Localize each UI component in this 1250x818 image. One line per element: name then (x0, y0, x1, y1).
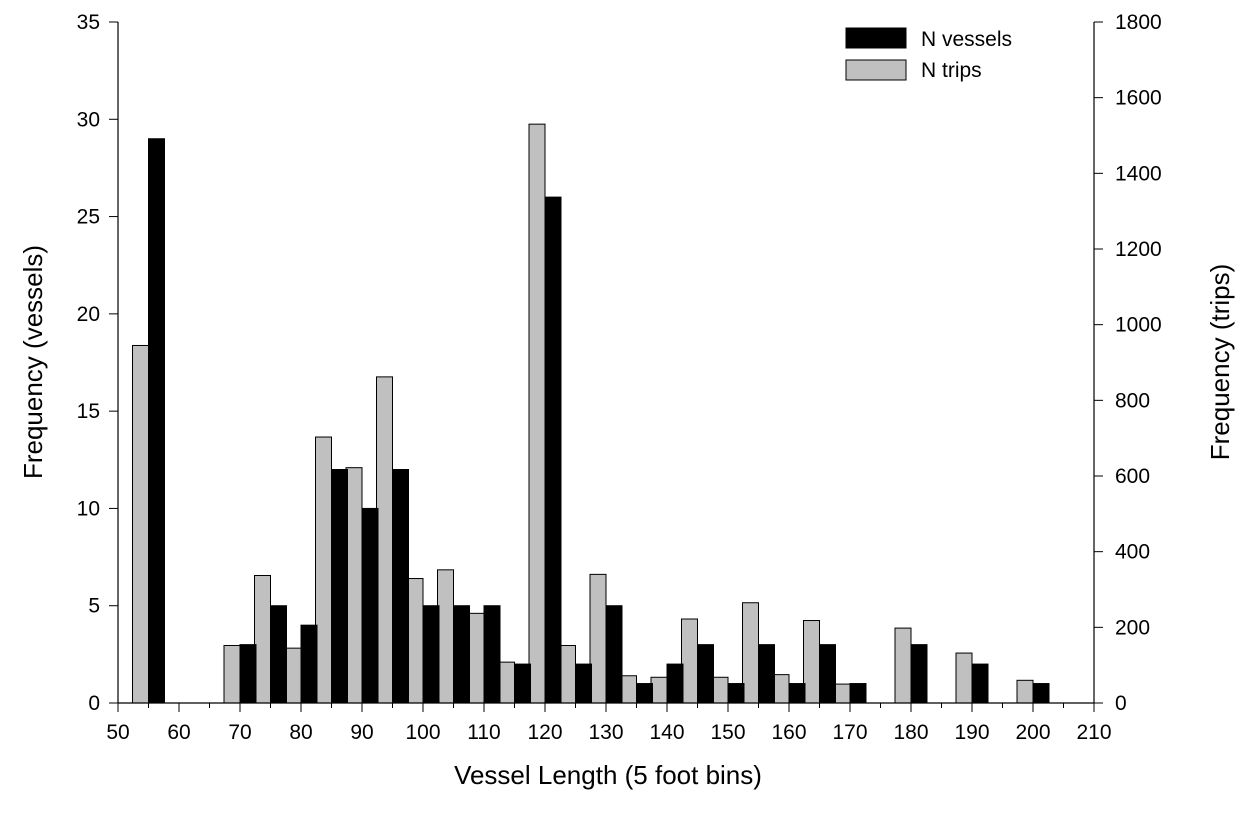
y-left-tick-label: 5 (88, 595, 100, 618)
bar-trips-90 (345, 467, 363, 704)
x-axis-title: Vessel Length (5 foot bins) (454, 760, 762, 790)
x-tick-label: 190 (954, 721, 989, 744)
x-tick-label: 160 (771, 721, 806, 744)
bar-trips-120 (528, 123, 546, 704)
y-left-tick-label: 0 (88, 692, 100, 715)
bar-trips-165 (803, 620, 820, 704)
bar-trips-200 (1016, 679, 1034, 704)
bar-vessels-125 (575, 663, 592, 704)
bar-vessels-145 (697, 644, 714, 704)
bar-trips-150 (711, 676, 729, 704)
x-tick-label: 180 (893, 721, 928, 744)
y-left-tick-label: 15 (77, 400, 100, 423)
bar-vessels-170 (849, 683, 867, 704)
bar-vessels-135 (636, 683, 653, 704)
bar-trips-140 (650, 676, 668, 704)
bar-trips-130 (589, 573, 607, 704)
y-axis-left-title: Frequency (vessels) (18, 245, 48, 479)
y-right-tick-label: 600 (1115, 465, 1150, 488)
x-tick-label: 80 (289, 721, 312, 744)
trips-bars (132, 123, 1034, 704)
bar-trips-110 (467, 612, 485, 704)
y-left-tick-label: 10 (77, 497, 100, 520)
y-left-tick-label: 35 (77, 11, 100, 34)
bar-vessels-75 (270, 605, 287, 704)
x-tick-label: 130 (588, 721, 623, 744)
bar-vessels-120 (544, 196, 562, 704)
bar-vessels-155 (758, 644, 775, 704)
legend-label-vessels: N vessels (921, 28, 1012, 51)
x-tick-label: 60 (167, 721, 190, 744)
bar-vessels-130 (605, 605, 623, 704)
bar-vessels-90 (361, 507, 379, 704)
bar-vessels-70 (239, 644, 257, 704)
y-right-tick-label: 1400 (1115, 162, 1162, 185)
y-axis-right-title: Frequency (trips) (1205, 264, 1235, 461)
bar-trips-155 (742, 602, 759, 704)
x-tick-label: 210 (1076, 721, 1111, 744)
bar-vessels-140 (666, 663, 684, 704)
x-tick-label: 50 (106, 721, 129, 744)
bar-vessels-80 (300, 624, 318, 704)
bar-trips-135 (620, 675, 637, 704)
legend-label-trips: N trips (921, 59, 982, 82)
y-right-tick-label: 1600 (1115, 87, 1162, 110)
bar-trips-170 (833, 683, 851, 704)
bar-trips-85 (315, 436, 332, 704)
y-right-tick-label: 800 (1115, 389, 1150, 412)
bar-vessels-190 (971, 663, 989, 704)
x-tick-label: 120 (527, 721, 562, 744)
bar-trips-70 (223, 644, 241, 704)
y-right-tick-label: 1000 (1115, 314, 1162, 337)
y-right-tick-label: 0 (1115, 692, 1127, 715)
x-tick-label: 170 (832, 721, 867, 744)
bar-vessels-95 (392, 469, 409, 704)
bar-vessels-200 (1032, 683, 1050, 704)
legend-swatch-trips (845, 59, 907, 81)
bar-trips-100 (406, 578, 424, 704)
bar-trips-75 (254, 575, 271, 704)
x-tick-label: 70 (228, 721, 251, 744)
bar-trips-115 (498, 661, 515, 704)
legend: N vessels N trips (845, 27, 1012, 82)
bar-trips-145 (681, 618, 698, 704)
y-left-tick-label: 25 (77, 206, 100, 229)
bar-vessels-105 (453, 605, 470, 704)
x-tick-label: 100 (405, 721, 440, 744)
bar-vessels-165 (819, 644, 836, 704)
bar-trips-125 (559, 644, 576, 704)
y-right-tick-label: 400 (1115, 541, 1150, 564)
axes (109, 21, 1103, 712)
y-left-tick-label: 20 (77, 303, 100, 326)
bar-trips-160 (772, 674, 790, 704)
x-tick-label: 140 (649, 721, 684, 744)
bar-vessels-180 (910, 644, 928, 704)
y-right-tick-label: 1200 (1115, 238, 1162, 261)
bar-trips-95 (376, 376, 393, 704)
y-right-tick-label: 200 (1115, 616, 1150, 639)
x-tick-label: 90 (350, 721, 373, 744)
bar-vessels-110 (483, 605, 501, 704)
bar-vessels-85 (331, 469, 348, 704)
bar-trips-55 (132, 344, 149, 704)
legend-swatch-vessels (845, 27, 907, 49)
bar-vessels-115 (514, 663, 531, 704)
vessels-bars (148, 138, 1050, 704)
bar-vessels-100 (422, 605, 440, 704)
bar-vessels-150 (727, 683, 745, 704)
x-tick-label: 150 (710, 721, 745, 744)
x-tick-label: 200 (1015, 721, 1050, 744)
y-left-tick-label: 30 (77, 108, 100, 131)
y-right-tick-label: 1800 (1115, 11, 1162, 34)
bar-vessels-160 (788, 683, 806, 704)
bar-trips-180 (894, 627, 912, 704)
bar-vessels-55 (148, 138, 165, 704)
bar-trips-80 (284, 647, 302, 704)
bar-trips-105 (437, 569, 454, 704)
bar-trips-190 (955, 652, 973, 704)
tick-labels: 50 60 70 80 90 100 110 120 130 140 150 160 170 180 190… (77, 11, 1162, 744)
x-tick-label: 110 (467, 721, 500, 744)
